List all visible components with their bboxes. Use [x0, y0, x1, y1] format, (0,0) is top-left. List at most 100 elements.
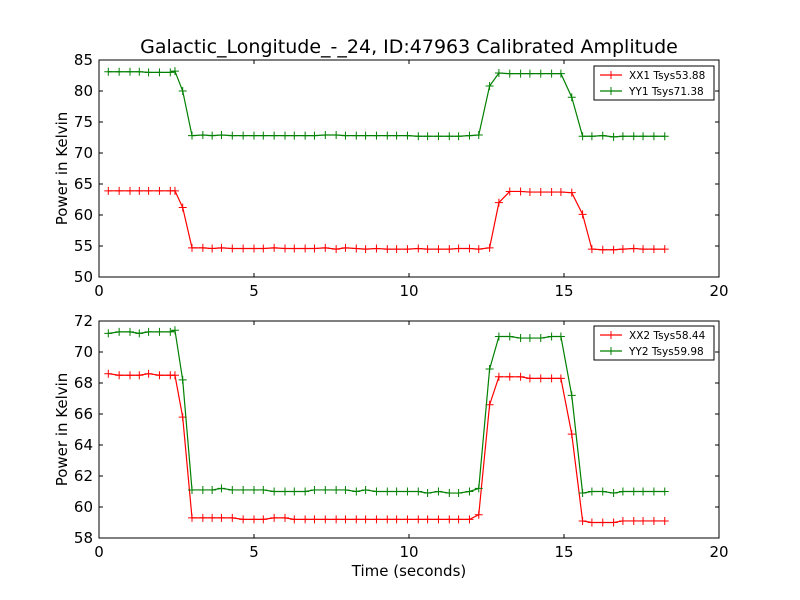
data-point-marker — [485, 365, 494, 374]
data-point-marker — [494, 372, 503, 381]
data-point-marker — [434, 515, 443, 524]
data-point-marker — [660, 132, 669, 141]
data-point-marker — [536, 69, 545, 78]
data-point-marker — [188, 131, 196, 140]
data-point-marker — [208, 131, 217, 140]
data-point-marker — [310, 244, 319, 253]
data-point-marker — [587, 245, 596, 254]
data-point-marker — [239, 131, 248, 140]
y-tick-label: 80 — [74, 82, 93, 100]
data-point-marker — [660, 245, 669, 254]
x-tick-label: 5 — [249, 282, 259, 300]
data-point-marker — [392, 245, 401, 254]
data-point-marker — [392, 131, 401, 140]
data-point-marker — [352, 131, 361, 140]
data-point-marker — [188, 485, 196, 494]
data-point-marker — [281, 487, 289, 496]
y-tick-label: 72 — [74, 312, 93, 330]
data-point-marker — [352, 515, 361, 524]
data-point-marker — [516, 372, 525, 381]
data-point-marker — [414, 132, 423, 141]
legend-marker — [607, 71, 615, 79]
data-point-marker — [332, 245, 341, 254]
data-point-marker — [166, 68, 175, 77]
legend-box — [593, 65, 715, 101]
data-point-marker — [217, 484, 226, 493]
data-point-marker — [310, 485, 319, 494]
x-tick-label: 0 — [94, 543, 104, 561]
data-point-marker — [516, 334, 525, 343]
data-point-marker — [155, 186, 164, 195]
data-point-marker — [465, 131, 474, 140]
data-point-marker — [321, 485, 330, 494]
data-point-marker — [290, 515, 299, 524]
x-tick-label: 0 — [94, 282, 104, 300]
legend: XX2 Tsys58.44 YY2 Tsys59.98 — [593, 325, 715, 361]
y-tick-label: 68 — [74, 374, 93, 392]
data-point-marker — [525, 69, 534, 78]
data-point-marker — [598, 245, 607, 254]
data-point-marker — [445, 515, 454, 524]
data-point-marker — [170, 371, 179, 380]
data-point-marker — [567, 391, 576, 400]
data-point-marker — [547, 69, 556, 78]
bottom-panel: 0 5 10 15 20 58 60 62 64 66 68 70 72 Power in Kelvin T… — [53, 312, 729, 580]
data-point-marker — [423, 132, 432, 141]
data-point-marker — [104, 329, 113, 338]
data-point-marker — [383, 515, 392, 524]
y-axis-label: Power in Kelvin — [53, 373, 71, 487]
data-point-marker — [454, 244, 463, 253]
x-tick-label: 10 — [399, 282, 418, 300]
data-point-marker — [556, 188, 565, 197]
data-point-marker — [155, 68, 164, 77]
data-point-marker — [321, 243, 330, 252]
data-point-marker — [228, 131, 237, 140]
data-point-marker — [660, 487, 669, 496]
data-point-marker — [144, 68, 153, 77]
data-point-marker — [485, 243, 494, 252]
data-point-marker — [115, 371, 124, 380]
data-point-marker — [403, 487, 412, 496]
data-point-marker — [270, 487, 279, 496]
data-point-marker — [170, 186, 179, 195]
data-point-marker — [465, 487, 474, 496]
data-point-marker — [135, 67, 144, 76]
data-point-marker — [126, 327, 134, 336]
data-point-marker — [414, 244, 423, 253]
data-point-marker — [629, 132, 638, 141]
data-point-marker — [414, 515, 423, 524]
legend-marker — [607, 87, 615, 95]
data-point-marker — [445, 489, 454, 498]
x-tick-label: 10 — [399, 543, 418, 561]
data-point-marker — [434, 132, 443, 141]
data-point-marker — [547, 188, 556, 197]
data-point-marker — [341, 243, 350, 252]
data-point-marker — [301, 131, 310, 140]
data-point-marker — [598, 487, 607, 496]
data-point-marker — [115, 67, 124, 76]
data-point-marker — [392, 487, 401, 496]
data-point-marker — [639, 487, 648, 496]
data-point-marker — [474, 484, 483, 493]
data-point-marker — [578, 132, 587, 141]
legend-label: XX1 Tsys53.88 — [629, 70, 705, 82]
data-point-marker — [259, 131, 268, 140]
data-point-marker — [104, 369, 113, 378]
data-point-marker — [217, 131, 226, 140]
data-point-marker — [250, 515, 258, 524]
y-tick-label: 75 — [74, 113, 93, 131]
x-tick-label: 20 — [709, 282, 728, 300]
data-point-marker — [372, 487, 381, 496]
data-point-marker — [629, 516, 638, 525]
data-point-marker — [414, 487, 423, 496]
data-point-marker — [104, 67, 113, 76]
data-point-marker — [609, 489, 618, 498]
data-point-marker — [166, 327, 175, 336]
data-point-marker — [341, 515, 350, 524]
data-point-marker — [281, 244, 289, 253]
data-point-marker — [198, 485, 207, 494]
data-point-marker — [609, 132, 618, 141]
data-point-marker — [525, 374, 534, 383]
data-point-marker — [239, 485, 248, 494]
legend: XX1 Tsys53.88 YY1 Tsys71.38 — [593, 65, 715, 101]
